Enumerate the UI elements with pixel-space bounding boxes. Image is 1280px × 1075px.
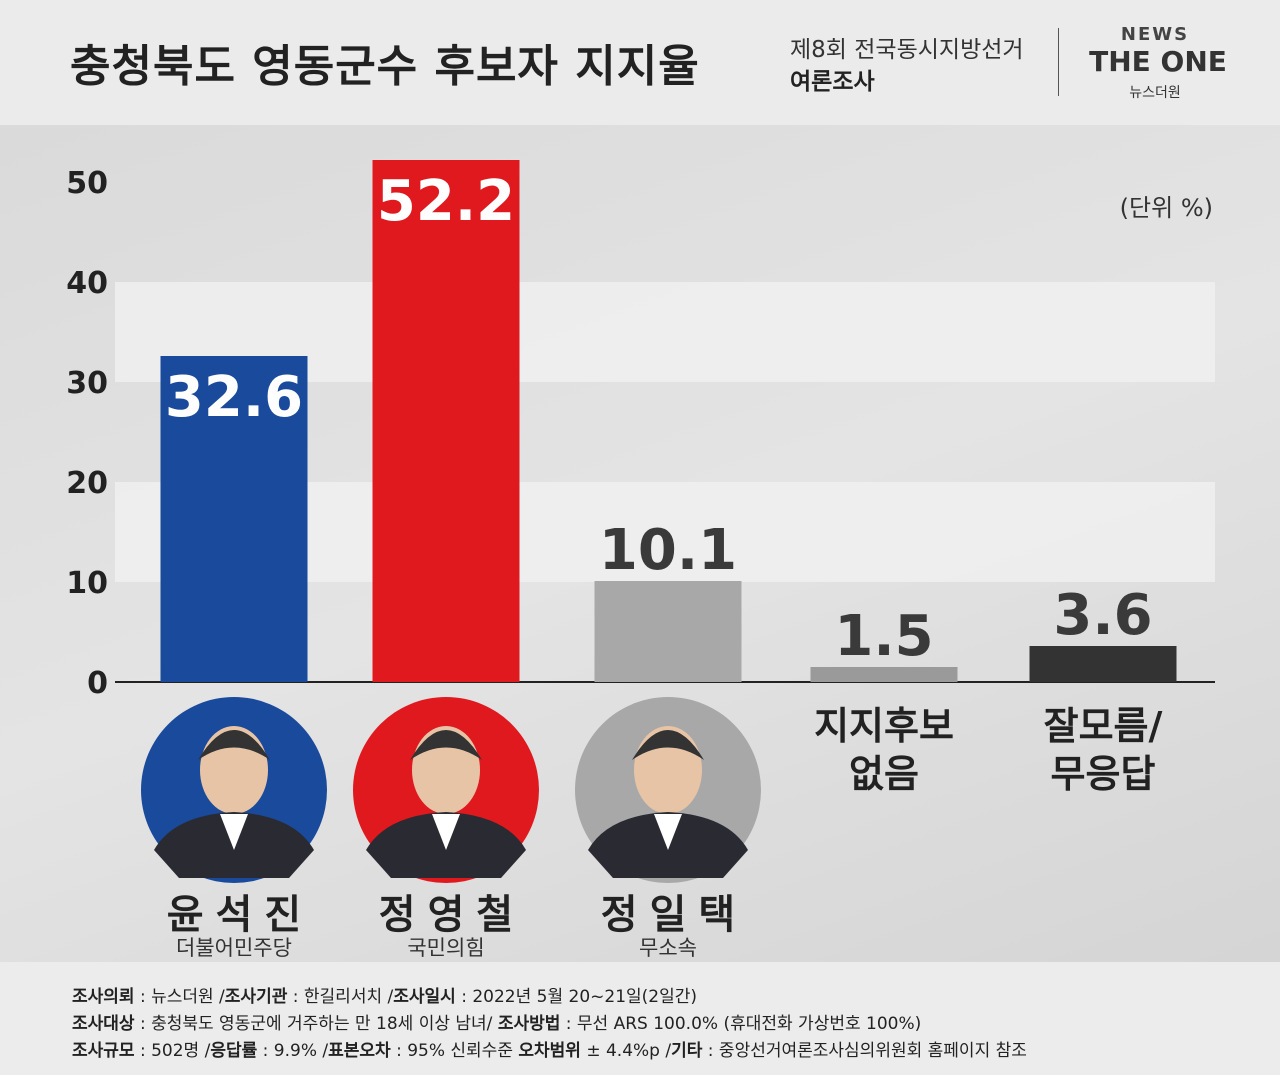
candidate-name: 윤석진: [166, 892, 314, 938]
chart: (단위 %) 0 10 20 30 40 50 32.6 52.2 10.1 1.5 3.6: [66, 160, 1215, 883]
candidate-photo: [575, 697, 761, 883]
footer-text: 기타: [671, 1041, 703, 1061]
party-label: 무소속: [639, 936, 697, 960]
party-label: 국민의힘: [407, 936, 485, 960]
category-label: 잘모름/ 무응답: [1043, 704, 1163, 796]
y-tick-label: 20: [66, 466, 108, 501]
footer-text: : 9.9% /: [257, 1041, 329, 1061]
logo-text: THE ONE: [1089, 45, 1227, 78]
footer: 조사의뢰 : 뉴스더원 /조사기관 : 한길리서치 /조사일시 : 2022년 …: [0, 962, 1280, 1075]
value-label: 10.1: [599, 518, 737, 583]
photo-shirt: [654, 814, 682, 850]
title: 충청북도 영동군수 후보자 지지율: [70, 41, 700, 92]
footer-line: 조사대상 : 충청북도 영동군에 거주하는 만 18세 이상 남녀/ 조사방법 …: [72, 1009, 921, 1034]
footer-text: : 95% 신뢰수준: [390, 1041, 519, 1061]
bar: [810, 667, 958, 682]
logo-text: 뉴스더원: [1129, 85, 1181, 101]
y-tick-label: 40: [66, 266, 108, 301]
logo-text: NEWS: [1120, 24, 1190, 45]
value-label: 3.6: [1053, 583, 1152, 648]
y-tick-label: 30: [66, 366, 108, 401]
candidate-name: 정영철: [378, 892, 526, 938]
subtitle: 여론조사: [790, 69, 875, 95]
footer-text: : 중앙선거여론조사심의위원회 홈페이지 참조: [702, 1041, 1027, 1061]
bar: [1029, 646, 1177, 682]
footer-text: 표본오차: [328, 1041, 391, 1061]
party-label: 더불어민주당: [176, 936, 292, 960]
y-tick-label: 0: [87, 666, 108, 701]
footer-text: : 한길리서치 /: [287, 987, 394, 1007]
footer-text: : 무선 ARS 100.0% (휴대전화 가상번호 100%): [560, 1014, 922, 1034]
bar: [594, 581, 742, 682]
footer-text: 응답률: [210, 1041, 258, 1061]
header: 충청북도 영동군수 후보자 지지율 제8회 전국동시지방선거 여론조사 NEWS…: [0, 0, 1280, 125]
footer-text: : 충청북도 영동군에 거주하는 만 18세 이상 남녀/: [134, 1014, 498, 1034]
y-tick-label: 50: [66, 166, 108, 201]
value-label: 1.5: [834, 604, 933, 669]
photo-hair: [632, 730, 704, 760]
footer-text: 조사규모: [72, 1041, 135, 1061]
footer-text: 조사기관: [224, 987, 288, 1007]
footer-text: 조사대상: [72, 1014, 135, 1034]
photo-hair: [410, 730, 482, 760]
unit-label: (단위 %): [1120, 194, 1213, 222]
photo-shirt: [432, 814, 460, 850]
candidate-photo: [141, 697, 327, 883]
bar: [160, 356, 308, 682]
photo-shirt: [220, 814, 248, 850]
footer-text: 조사의뢰: [72, 987, 135, 1007]
footer-text: ± 4.4%p /: [580, 1041, 672, 1061]
footer-text: 조사방법: [497, 1014, 561, 1034]
category-label: 지지후보 없음: [814, 704, 954, 796]
footer-text: : 2022년 5월 20~21일(2일간): [455, 987, 698, 1007]
footer-text: : 502명 /: [134, 1041, 211, 1061]
footer-text: 오차범위: [518, 1041, 581, 1061]
y-tick-label: 10: [66, 566, 108, 601]
value-label: 32.6: [165, 365, 303, 430]
candidate-name: 정일택: [600, 892, 748, 938]
bar: [372, 160, 520, 682]
separator: [1058, 28, 1059, 96]
footer-line: 조사의뢰 : 뉴스더원 /조사기관 : 한길리서치 /조사일시 : 2022년 …: [72, 982, 697, 1007]
value-label: 52.2: [377, 169, 515, 234]
footer-text: 조사일시: [393, 987, 456, 1007]
footer-text: : 뉴스더원 /: [134, 987, 225, 1007]
candidate-photo: [353, 697, 539, 883]
photo-hair: [198, 730, 270, 760]
subtitle: 제8회 전국동시지방선거: [790, 37, 1024, 63]
footer-line: 조사규모 : 502명 /응답률 : 9.9% /표본오차 : 95% 신뢰수준…: [72, 1036, 1027, 1061]
